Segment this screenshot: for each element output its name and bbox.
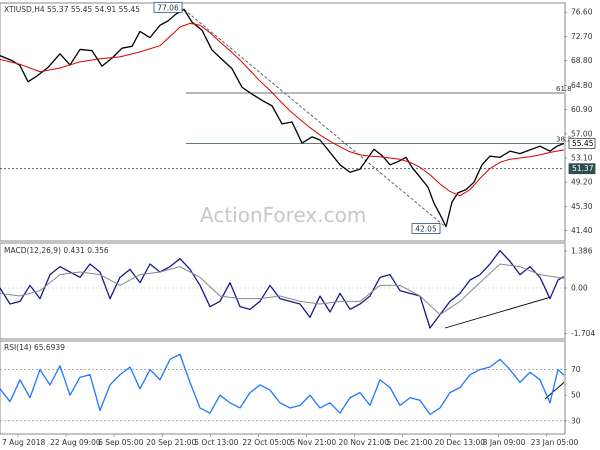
- value-label-box-0: [153, 1, 183, 13]
- x-tick-label-1: 22 Aug 09:00: [50, 438, 101, 447]
- price-panel: XTIUSD,H4 55.37 55.45 54.91 55.45 Action…: [0, 1, 596, 242]
- y-tick-label-1: 72.70: [571, 32, 593, 41]
- rsi-trendline: [544, 382, 565, 400]
- y-tick-label-7: 49.20: [571, 178, 593, 187]
- series-line-0: [0, 250, 565, 329]
- macd-panel-frame: [0, 242, 566, 340]
- value-label-1: 42.05: [415, 225, 437, 234]
- y-tick-label-5: 57.00: [571, 129, 593, 138]
- price-tag-1: 51.37: [572, 164, 594, 173]
- y-tick-label-0: 1.386: [571, 247, 593, 256]
- series-line-0: [0, 353, 565, 416]
- x-tick-label-3: 20 Sep 21:00: [146, 438, 196, 447]
- price-tag-box-1: [568, 163, 596, 175]
- y-tick-label-6: 53.10: [571, 153, 593, 162]
- x-tick-label-11: 23 Jan 05:00: [531, 438, 579, 447]
- x-tick-label-6: 5 Nov 21:00: [290, 438, 336, 447]
- x-tick-label-4: 5 Oct 13:00: [194, 438, 238, 447]
- y-tick-label-9: 41.40: [571, 226, 593, 235]
- trendline-0: [444, 296, 551, 329]
- y-tick-label-1: 50: [571, 391, 581, 400]
- time-axis-ticks: 7 Aug 2018 22 Aug 09:006 Sep 05:00 20 Sep …: [2, 434, 578, 447]
- x-tick-label-5: 22 Oct 05:00: [242, 438, 291, 447]
- y-tick-label-2: -1.704: [571, 329, 595, 338]
- series-line-0: [0, 8, 565, 228]
- rsi-title: RSI(14) 65.6939: [4, 343, 65, 352]
- price-axis-ticks: 76.60 72.70 68.80 64.80 60.90 57.00 53.10 49.20…: [564, 8, 593, 235]
- value-label-0: 77.06: [157, 3, 179, 12]
- trendline-0: [544, 382, 565, 400]
- x-tick-label-7: 20 Nov 21:00: [338, 438, 389, 447]
- price-horizontal-lines: 61.8 38.2: [0, 85, 572, 170]
- x-tick-label-2: 6 Sep 05:00: [98, 438, 144, 447]
- rsi-series-group: [0, 353, 565, 416]
- price-value-labels: 77.06 42.05: [153, 1, 441, 234]
- watermark: ActionForex.com: [200, 203, 366, 227]
- y-tick-label-0: 76.60: [571, 8, 593, 17]
- macd-panel: MACD(12,26,9) 0.431 0.356 1.386 0.00 -1.70…: [0, 242, 595, 340]
- macd-title: MACD(12,26,9) 0.431 0.356: [4, 246, 109, 255]
- x-tick-label-8: 5 Dec 21:00: [387, 438, 433, 447]
- price-series-group: [0, 8, 565, 228]
- y-tick-label-3: 64.80: [571, 81, 593, 90]
- hline-label-0: 61.8: [556, 85, 572, 93]
- price-tags: 55.45 51.37: [568, 138, 596, 175]
- x-tick-label-0: 7 Aug 2018: [2, 438, 45, 447]
- y-tick-label-8: 45.30: [571, 202, 593, 211]
- price-title: XTIUSD,H4 55.37 55.45 54.91 55.45: [4, 5, 140, 14]
- y-tick-label-4: 60.90: [571, 105, 593, 114]
- rsi-panel: RSI(14) 65.6939 70 50 30: [0, 340, 581, 435]
- price-panel-frame: [0, 2, 566, 242]
- series-line-1: [0, 22, 565, 197]
- price-tag-0: 55.45: [572, 139, 594, 148]
- trendline-0: [183, 9, 446, 227]
- rsi-panel-frame: [0, 340, 566, 435]
- x-tick-label-10: 8 Jan 09:00: [483, 438, 526, 447]
- macd-axis-ticks: 1.386 0.00 -1.704: [564, 247, 595, 338]
- price-trendline: [183, 9, 446, 227]
- hline-label-1: 38.2: [556, 135, 572, 143]
- x-tick-label-9: 20 Dec 13:00: [435, 438, 486, 447]
- rsi-axis-ticks: 70 50 30: [564, 365, 581, 425]
- price-tag-box-0: [568, 138, 596, 149]
- y-tick-label-2: 68.80: [571, 56, 593, 65]
- y-tick-label-1: 0.00: [571, 284, 588, 293]
- macd-series-group: [0, 250, 565, 329]
- series-line-1: [0, 263, 565, 316]
- y-tick-label-0: 70: [571, 365, 581, 374]
- y-tick-label-2: 30: [571, 416, 581, 425]
- macd-trendline: [444, 296, 551, 329]
- value-label-box-1: [411, 223, 441, 234]
